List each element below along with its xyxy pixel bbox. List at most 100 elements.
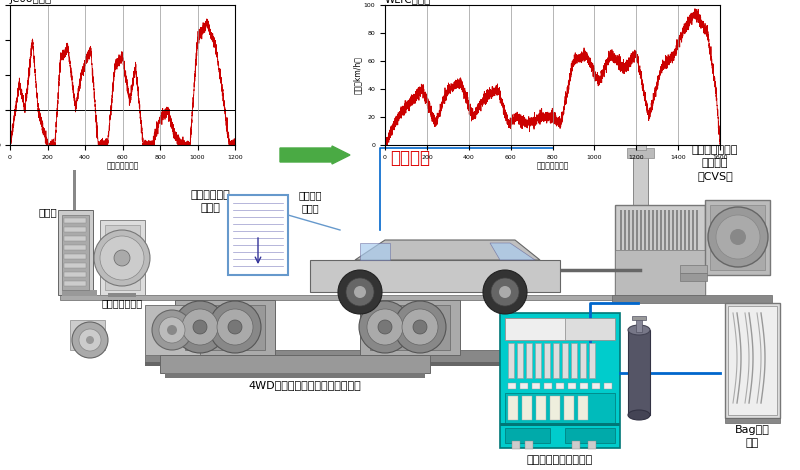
Bar — [568, 383, 576, 389]
Circle shape — [367, 309, 403, 345]
Bar — [525, 441, 533, 449]
Bar — [64, 236, 86, 241]
Bar — [522, 396, 532, 420]
Bar — [636, 210, 638, 250]
Bar — [105, 225, 140, 290]
Circle shape — [346, 278, 374, 306]
Bar — [228, 195, 288, 275]
Bar — [660, 210, 662, 250]
Text: 試験走行
モード: 試験走行 モード — [298, 190, 322, 213]
Bar — [710, 205, 765, 270]
Bar — [615, 205, 705, 295]
Bar — [62, 215, 89, 290]
Bar — [160, 355, 430, 373]
Text: ドライバーズ
エイド: ドライバーズ エイド — [190, 190, 230, 213]
Circle shape — [730, 229, 746, 245]
Bar — [648, 210, 650, 250]
Bar — [640, 210, 642, 250]
Bar — [64, 218, 86, 223]
Bar — [544, 383, 552, 389]
Circle shape — [72, 322, 108, 358]
Bar — [656, 210, 658, 250]
Polygon shape — [355, 240, 540, 260]
Circle shape — [338, 270, 382, 314]
Bar — [145, 362, 585, 366]
Bar — [532, 383, 540, 389]
Text: Bag捕集
装置: Bag捕集 装置 — [734, 425, 770, 448]
Ellipse shape — [628, 325, 650, 335]
Bar — [508, 396, 518, 420]
Bar — [725, 303, 780, 418]
Bar — [360, 300, 460, 355]
Bar — [526, 343, 532, 378]
Y-axis label: 車速（km/h）: 車速（km/h） — [354, 56, 362, 94]
Bar — [615, 250, 705, 295]
Bar — [536, 396, 546, 420]
Circle shape — [114, 250, 130, 266]
Bar — [620, 210, 622, 250]
Bar — [628, 210, 630, 250]
X-axis label: 経過時間（秒）: 経過時間（秒） — [536, 161, 569, 170]
Circle shape — [491, 278, 519, 306]
Bar — [310, 260, 560, 292]
Bar — [200, 323, 235, 331]
Bar — [636, 318, 642, 332]
Bar — [688, 210, 690, 250]
Bar — [565, 428, 615, 443]
Bar — [73, 170, 76, 210]
Circle shape — [708, 207, 768, 267]
Bar — [684, 210, 686, 250]
Bar — [508, 343, 514, 378]
Circle shape — [79, 329, 101, 351]
Bar — [64, 245, 86, 250]
Bar — [108, 293, 136, 297]
Circle shape — [174, 301, 226, 353]
Bar — [64, 254, 86, 259]
Bar — [500, 423, 620, 426]
Bar — [64, 281, 86, 286]
Bar — [632, 316, 646, 320]
Bar — [385, 323, 420, 331]
Bar — [564, 396, 574, 420]
Bar — [676, 210, 678, 250]
Bar — [672, 210, 674, 250]
Bar — [572, 441, 580, 449]
Circle shape — [228, 320, 242, 334]
Bar — [550, 396, 560, 420]
Bar — [64, 227, 86, 232]
Bar — [627, 148, 654, 158]
Text: 定量式排出ガス
希釈装置
（CVS）: 定量式排出ガス 希釈装置 （CVS） — [692, 145, 738, 181]
Bar — [70, 320, 105, 350]
Bar — [505, 318, 615, 340]
Bar — [696, 210, 698, 250]
Bar — [508, 383, 516, 389]
Bar — [505, 393, 615, 423]
Circle shape — [100, 236, 144, 280]
Bar — [505, 428, 550, 443]
Bar — [370, 305, 450, 350]
Bar — [165, 373, 425, 378]
Circle shape — [499, 286, 511, 298]
Bar — [64, 263, 86, 268]
Bar — [60, 295, 630, 300]
Bar — [633, 150, 648, 205]
Text: 4WD用シャシダイナモメータの例: 4WD用シャシダイナモメータの例 — [249, 380, 362, 390]
Polygon shape — [360, 243, 390, 260]
Circle shape — [483, 270, 527, 314]
Circle shape — [394, 301, 446, 353]
Circle shape — [402, 309, 438, 345]
Bar — [624, 210, 626, 250]
Bar — [705, 200, 770, 275]
Text: JC08モード: JC08モード — [10, 0, 52, 4]
Text: 操作盤: 操作盤 — [38, 207, 58, 217]
Bar — [58, 210, 93, 295]
Bar — [680, 265, 707, 273]
Circle shape — [413, 320, 427, 334]
Bar — [571, 343, 577, 378]
Circle shape — [167, 325, 177, 335]
Bar — [100, 220, 145, 295]
Bar — [62, 290, 97, 296]
Bar — [553, 343, 559, 378]
Bar — [500, 313, 620, 448]
Ellipse shape — [628, 410, 650, 420]
